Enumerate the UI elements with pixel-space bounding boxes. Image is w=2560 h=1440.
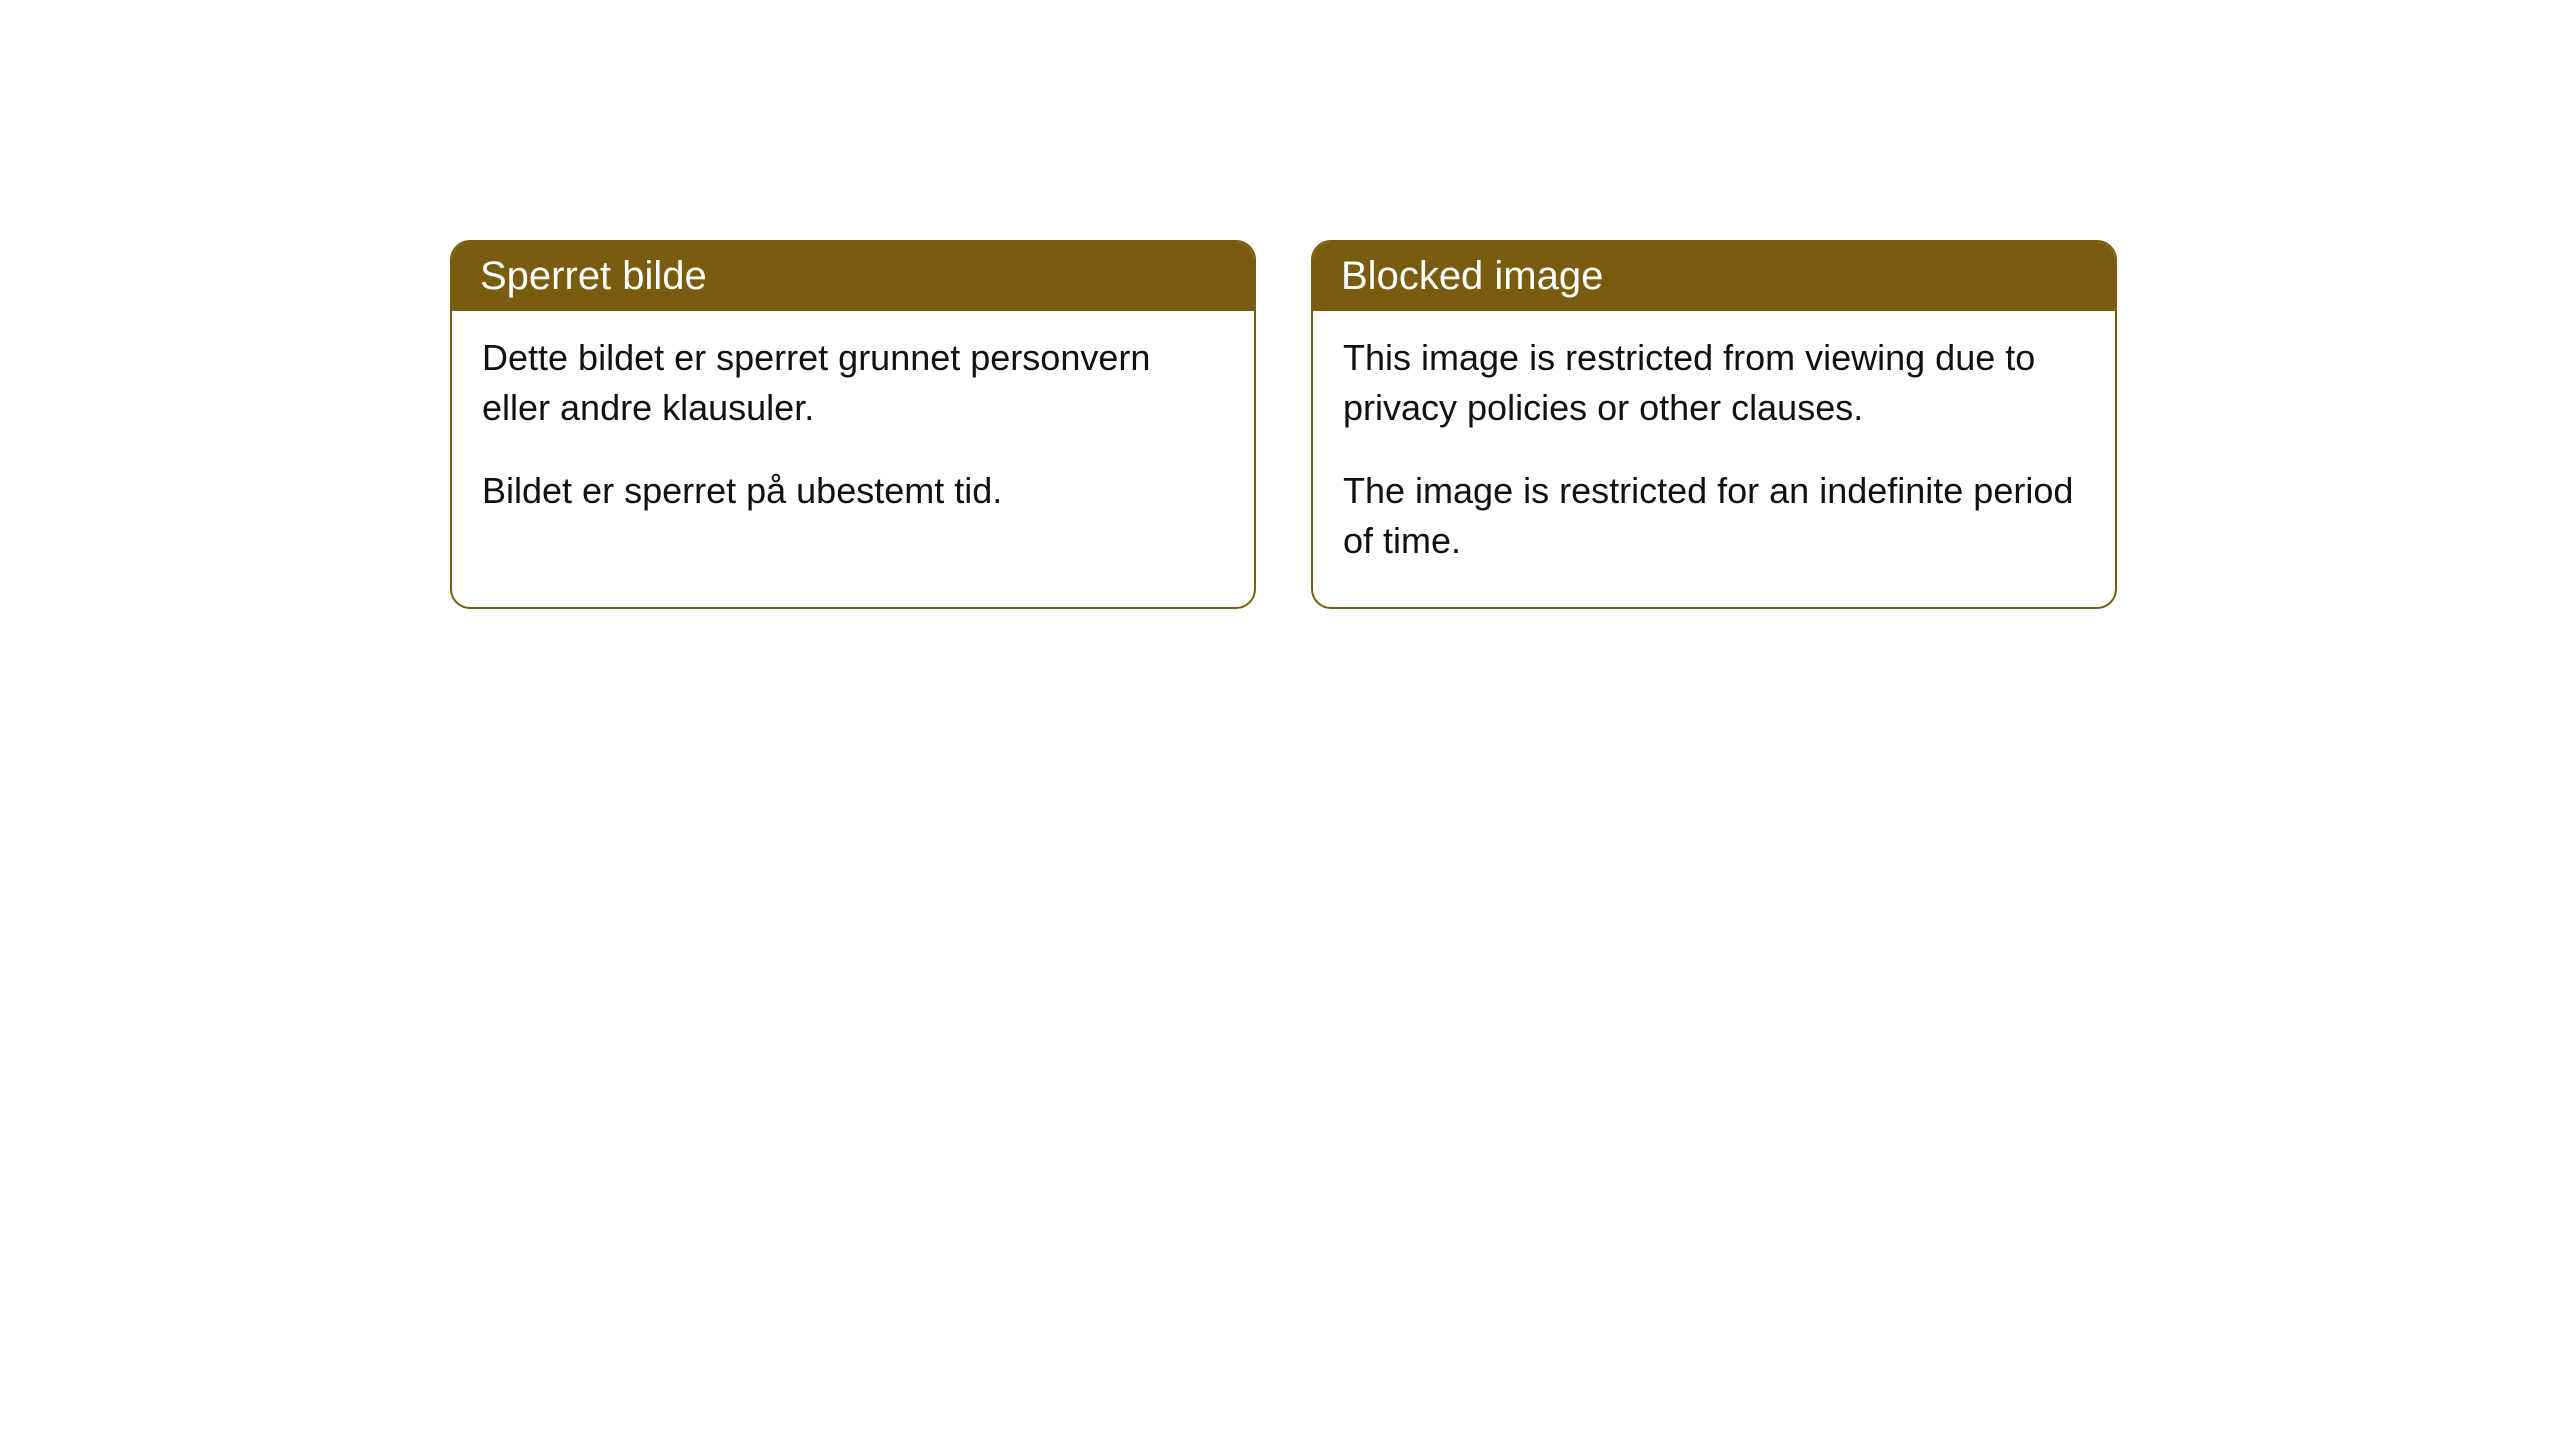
card-header-english: Blocked image [1313,242,2115,311]
card-title: Sperret bilde [480,254,707,298]
card-title: Blocked image [1341,254,1603,298]
card-header-norwegian: Sperret bilde [452,242,1254,311]
card-body-norwegian: Dette bildet er sperret grunnet personve… [452,311,1254,556]
card-paragraph: Bildet er sperret på ubestemt tid. [482,466,1224,516]
card-paragraph: This image is restricted from viewing du… [1343,333,2085,434]
card-body-english: This image is restricted from viewing du… [1313,311,2115,607]
cards-container: Sperret bilde Dette bildet er sperret gr… [0,0,2560,609]
notice-card-english: Blocked image This image is restricted f… [1311,240,2117,609]
card-paragraph: Dette bildet er sperret grunnet personve… [482,333,1224,434]
notice-card-norwegian: Sperret bilde Dette bildet er sperret gr… [450,240,1256,609]
card-paragraph: The image is restricted for an indefinit… [1343,466,2085,567]
